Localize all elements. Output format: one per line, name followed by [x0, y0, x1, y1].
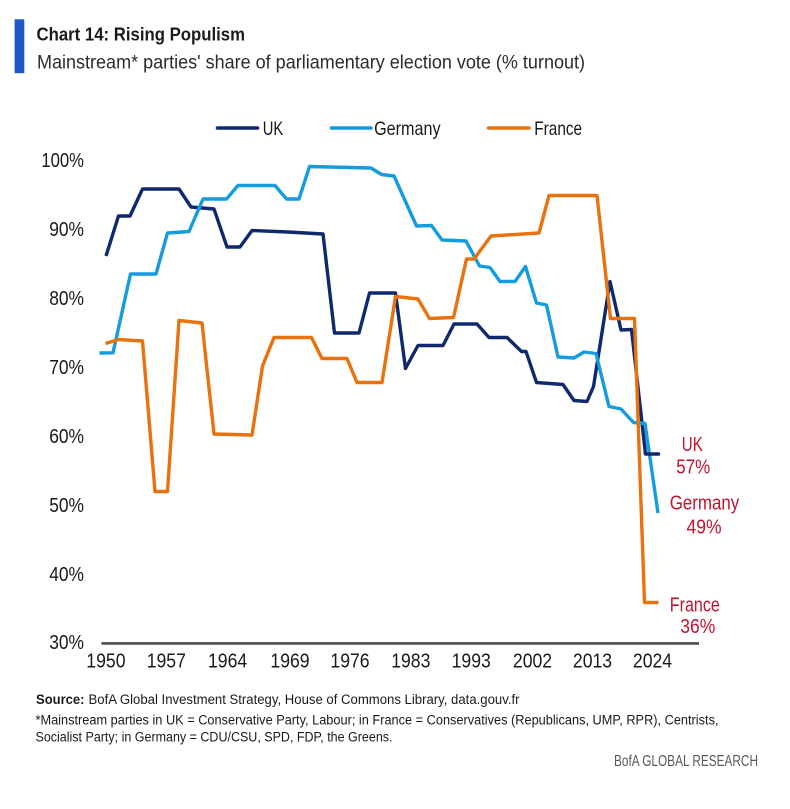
svg-text:BofA GLOBAL RESEARCH: BofA GLOBAL RESEARCH [614, 753, 758, 770]
svg-text:1993: 1993 [452, 651, 491, 673]
svg-text:BofA Global Investment Strateg: BofA Global Investment Strategy, House o… [89, 692, 520, 707]
svg-text:60%: 60% [49, 426, 84, 448]
svg-text:100%: 100% [41, 150, 84, 172]
svg-text:France: France [670, 595, 720, 617]
svg-text:Socialist Party; in Germany =: Socialist Party; in Germany = CDU/CSU, S… [36, 730, 393, 745]
svg-text:57%: 57% [676, 457, 710, 479]
svg-text:80%: 80% [49, 288, 84, 310]
svg-text:Germany: Germany [670, 493, 740, 515]
svg-text:2024: 2024 [633, 651, 672, 673]
svg-text:40%: 40% [49, 564, 84, 586]
svg-text:36%: 36% [680, 616, 715, 638]
svg-text:UK: UK [682, 434, 703, 456]
svg-text:1976: 1976 [330, 651, 369, 673]
svg-text:Germany: Germany [374, 118, 441, 140]
svg-text:2002: 2002 [513, 651, 552, 673]
svg-text:1983: 1983 [391, 651, 430, 673]
svg-text:1950: 1950 [86, 651, 125, 673]
svg-text:90%: 90% [49, 219, 84, 241]
svg-text:Source:: Source: [36, 692, 85, 707]
svg-text:*Mainstream parties in UK = Co: *Mainstream parties in UK = Conservative… [36, 713, 719, 728]
svg-text:France: France [534, 118, 582, 140]
svg-text:49%: 49% [687, 517, 722, 539]
svg-text:Chart 14: Rising Populism: Chart 14: Rising Populism [37, 24, 246, 45]
svg-text:2013: 2013 [573, 651, 612, 673]
svg-text:Mainstream* parties' share of: Mainstream* parties' share of parliament… [37, 52, 585, 74]
svg-text:1964: 1964 [208, 651, 247, 673]
svg-text:1957: 1957 [147, 651, 186, 673]
svg-text:50%: 50% [49, 495, 84, 517]
svg-text:30%: 30% [49, 632, 84, 654]
svg-text:1969: 1969 [270, 651, 309, 673]
svg-text:70%: 70% [49, 357, 84, 379]
svg-text:UK: UK [263, 118, 284, 140]
